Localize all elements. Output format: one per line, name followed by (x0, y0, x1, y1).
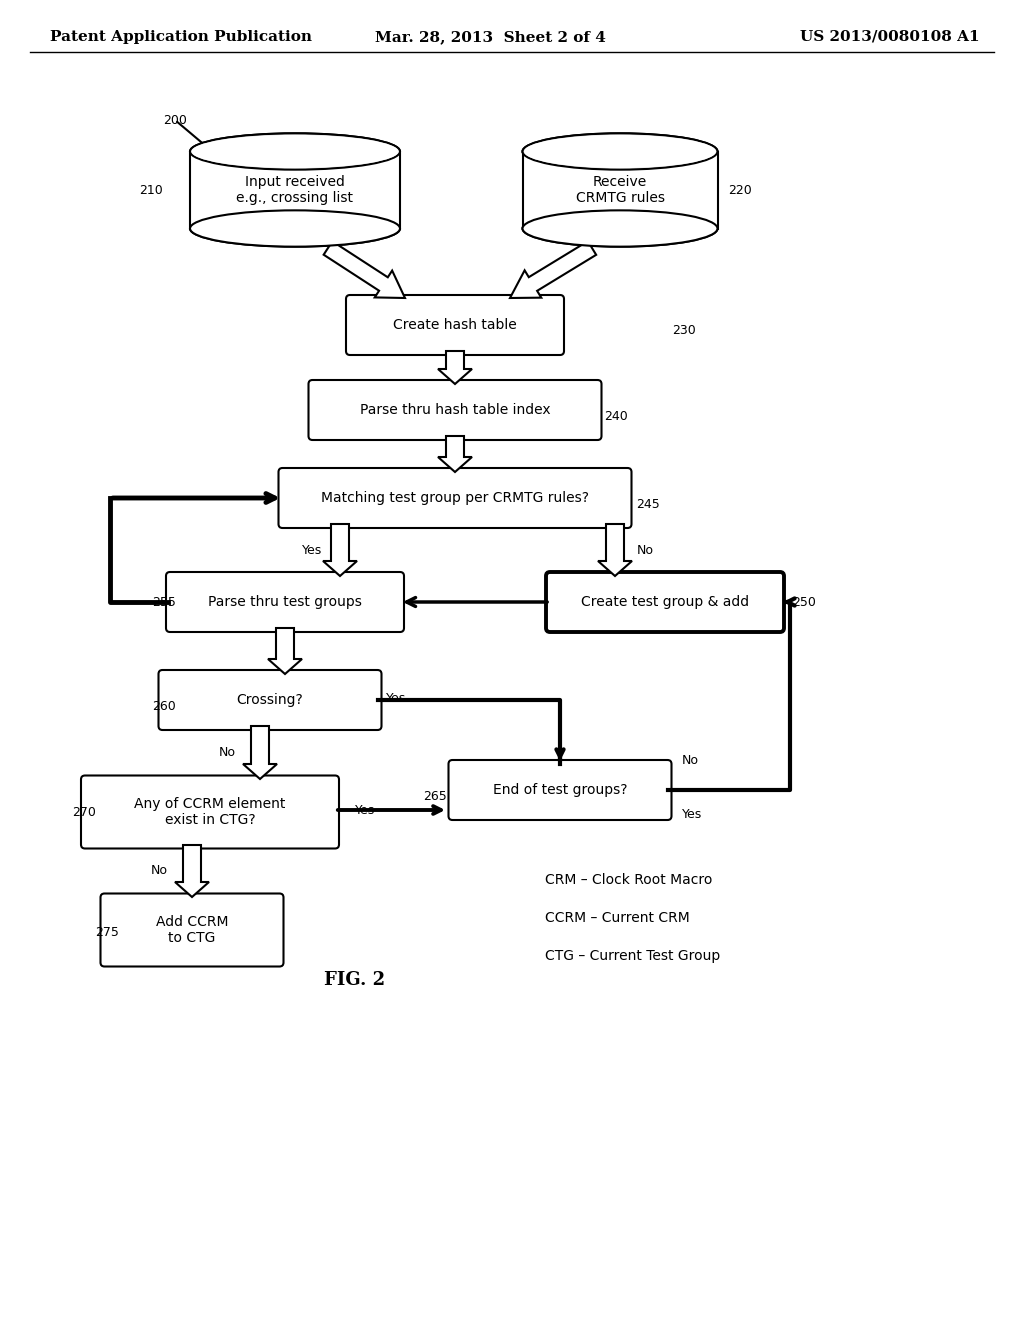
Text: FIG. 2: FIG. 2 (325, 972, 386, 989)
Text: 275: 275 (95, 925, 119, 939)
Ellipse shape (190, 210, 400, 247)
Text: 240: 240 (604, 411, 628, 424)
Polygon shape (438, 351, 472, 384)
Polygon shape (522, 152, 718, 228)
Ellipse shape (191, 135, 398, 168)
Ellipse shape (190, 133, 400, 170)
FancyBboxPatch shape (279, 469, 632, 528)
Ellipse shape (190, 133, 400, 170)
FancyBboxPatch shape (166, 572, 404, 632)
Text: US 2013/0080108 A1: US 2013/0080108 A1 (801, 30, 980, 44)
Text: Yes: Yes (386, 692, 407, 705)
Text: Patent Application Publication: Patent Application Publication (50, 30, 312, 44)
Text: Yes: Yes (302, 544, 323, 557)
FancyBboxPatch shape (522, 152, 718, 228)
Text: Parse thru hash table index: Parse thru hash table index (359, 403, 550, 417)
Polygon shape (243, 726, 278, 779)
Text: Matching test group per CRMTG rules?: Matching test group per CRMTG rules? (321, 491, 589, 506)
Text: Any of CCRM element
exist in CTG?: Any of CCRM element exist in CTG? (134, 797, 286, 828)
Text: No: No (682, 754, 699, 767)
FancyBboxPatch shape (81, 776, 339, 849)
Text: No: No (219, 746, 236, 759)
Polygon shape (175, 845, 209, 898)
Text: 230: 230 (672, 323, 695, 337)
Text: Create hash table: Create hash table (393, 318, 517, 333)
Text: 210: 210 (139, 183, 163, 197)
Text: No: No (637, 544, 653, 557)
Ellipse shape (522, 133, 718, 170)
Text: Create test group & add: Create test group & add (581, 595, 750, 609)
Text: No: No (151, 863, 168, 876)
Ellipse shape (190, 210, 400, 247)
FancyBboxPatch shape (190, 152, 400, 228)
FancyBboxPatch shape (546, 572, 784, 632)
Polygon shape (268, 628, 302, 675)
Text: Input received
e.g., crossing list: Input received e.g., crossing list (237, 176, 353, 205)
Text: CTG – Current Test Group: CTG – Current Test Group (545, 949, 720, 964)
Polygon shape (510, 242, 596, 298)
Text: 260: 260 (152, 700, 176, 713)
Text: 265: 265 (423, 789, 447, 803)
Text: 255: 255 (152, 595, 176, 609)
Text: End of test groups?: End of test groups? (493, 783, 628, 797)
Text: Mar. 28, 2013  Sheet 2 of 4: Mar. 28, 2013 Sheet 2 of 4 (375, 30, 605, 44)
Text: CRM – Clock Root Macro: CRM – Clock Root Macro (545, 873, 713, 887)
Text: 245: 245 (636, 499, 659, 511)
Ellipse shape (522, 133, 718, 170)
Polygon shape (438, 436, 472, 473)
Ellipse shape (524, 135, 716, 168)
Text: Parse thru test groups: Parse thru test groups (208, 595, 361, 609)
Text: Receive
CRMTG rules: Receive CRMTG rules (575, 176, 665, 205)
Text: Crossing?: Crossing? (237, 693, 303, 708)
Ellipse shape (522, 210, 718, 247)
Text: 250: 250 (792, 595, 816, 609)
Text: 220: 220 (728, 183, 752, 197)
Text: Yes: Yes (682, 808, 702, 821)
Text: Yes: Yes (355, 804, 375, 817)
FancyBboxPatch shape (449, 760, 672, 820)
FancyBboxPatch shape (100, 894, 284, 966)
FancyBboxPatch shape (346, 294, 564, 355)
Polygon shape (324, 242, 406, 298)
Text: Add CCRM
to CTG: Add CCRM to CTG (156, 915, 228, 945)
Text: 200: 200 (163, 114, 186, 127)
Text: 270: 270 (72, 805, 96, 818)
Polygon shape (323, 524, 357, 576)
FancyBboxPatch shape (159, 671, 382, 730)
Text: CCRM – Current CRM: CCRM – Current CRM (545, 911, 690, 925)
Polygon shape (190, 152, 400, 228)
FancyBboxPatch shape (308, 380, 601, 440)
Polygon shape (598, 524, 632, 576)
Ellipse shape (522, 210, 718, 247)
